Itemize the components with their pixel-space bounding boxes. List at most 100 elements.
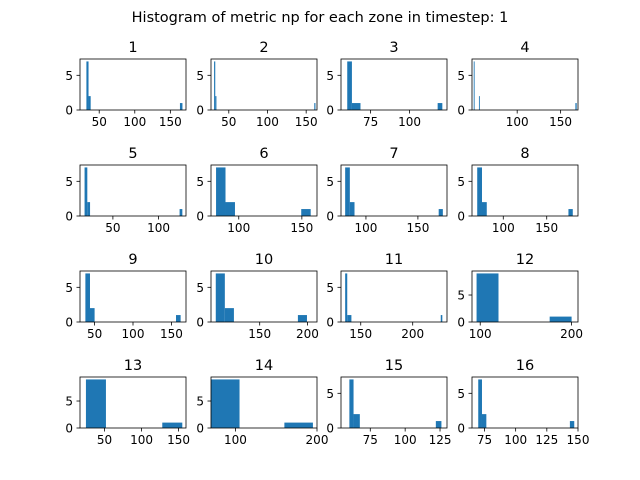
histogram-bar <box>347 315 352 322</box>
histogram-bar <box>478 379 482 428</box>
y-tick-label: 0 <box>326 422 334 436</box>
histogram-bar <box>162 422 183 428</box>
x-tick-label: 100 <box>504 433 527 447</box>
subplot-title: 8 <box>520 146 529 162</box>
histogram-bar <box>224 308 234 322</box>
x-tick-label: 100 <box>398 115 421 129</box>
axes-frame <box>471 58 579 111</box>
histogram-bar <box>347 61 352 110</box>
x-tick-label: 150 <box>167 433 190 447</box>
x-tick-label: 200 <box>296 327 319 341</box>
histogram-bar <box>211 379 240 428</box>
histogram-bar <box>477 167 482 216</box>
histogram-bar <box>349 379 354 428</box>
subplot-zone-8: 8 100 150 0 5 <box>457 146 579 235</box>
y-tick-label: 0 <box>196 104 204 118</box>
histogram-bar <box>214 61 216 110</box>
histogram-bar <box>84 167 88 216</box>
x-tick-label: 150 <box>349 327 372 341</box>
subplot-title: 16 <box>516 358 534 374</box>
axes-frame <box>471 376 579 429</box>
subplot-zone-13: 13 50 100 150 0 5 <box>65 358 190 447</box>
axes-frame <box>340 270 448 323</box>
subplot-title: 2 <box>259 40 268 56</box>
x-tick-label: 150 <box>549 115 572 129</box>
histogram-bar <box>351 103 361 110</box>
axes-frame <box>79 270 187 323</box>
x-tick-label: 50 <box>92 115 107 129</box>
histogram-bar <box>478 96 480 110</box>
x-tick-label: 75 <box>363 433 378 447</box>
y-tick-label: 0 <box>65 422 73 436</box>
histogram-bar <box>435 421 442 428</box>
y-tick-label: 0 <box>457 316 465 330</box>
axes-frame <box>79 164 187 217</box>
histogram-bar <box>85 273 90 322</box>
y-tick-label: 5 <box>196 281 204 295</box>
y-tick-label: 5 <box>326 175 334 189</box>
y-tick-label: 5 <box>196 175 204 189</box>
y-tick-label: 0 <box>196 210 204 224</box>
x-tick-label: 150 <box>535 221 558 235</box>
subplot-zone-6: 6 100 150 0 5 <box>196 146 318 235</box>
histogram-bar <box>345 273 348 322</box>
axes-frame <box>210 376 318 429</box>
subplot-title: 9 <box>128 252 137 268</box>
x-tick-label: 100 <box>506 115 529 129</box>
x-tick-label: 200 <box>560 327 583 341</box>
y-tick-label: 0 <box>65 210 73 224</box>
y-tick-label: 0 <box>326 104 334 118</box>
subplot-zone-16: 16 75 100 125 150 0 5 <box>457 358 589 447</box>
x-tick-label: 50 <box>221 115 236 129</box>
histogram-bar <box>216 167 226 216</box>
subplot-zone-11: 11 150 200 0 5 <box>326 252 448 341</box>
x-tick-label: 200 <box>306 433 329 447</box>
histogram-bar <box>549 316 572 322</box>
y-tick-label: 5 <box>457 69 465 83</box>
subplot-zone-7: 7 100 150 0 5 <box>326 146 448 235</box>
axes-frame <box>340 164 448 217</box>
y-tick-label: 5 <box>326 69 334 83</box>
y-tick-label: 5 <box>457 289 465 303</box>
y-tick-label: 5 <box>457 175 465 189</box>
histogram-bar <box>437 103 443 110</box>
histogram-bar <box>87 202 91 216</box>
subplot-zone-3: 3 75 100 0 5 <box>326 40 448 129</box>
x-tick-label: 100 <box>227 221 250 235</box>
histogram-bar <box>215 96 217 110</box>
subplot-title: 15 <box>385 358 403 374</box>
y-tick-label: 5 <box>196 395 204 409</box>
subplot-zone-9: 9 50 100 150 0 5 <box>65 252 187 341</box>
x-tick-label: 150 <box>295 115 318 129</box>
x-tick-label: 100 <box>123 115 146 129</box>
y-tick-label: 5 <box>65 175 73 189</box>
figure-title: Histogram of metric np for each zone in … <box>132 10 509 26</box>
y-tick-label: 0 <box>457 104 465 118</box>
axes-frame <box>340 58 448 111</box>
histogram-bar <box>225 202 235 216</box>
histogram-bar <box>179 103 183 110</box>
axes-frame <box>471 270 579 323</box>
axes-frame <box>79 58 187 111</box>
histogram-bar <box>179 209 183 216</box>
subplot-title: 7 <box>389 146 398 162</box>
subplot-title: 6 <box>259 146 268 162</box>
y-tick-label: 5 <box>326 281 334 295</box>
histogram-bar <box>88 96 91 110</box>
y-tick-label: 0 <box>457 422 465 436</box>
y-tick-label: 5 <box>326 387 334 401</box>
subplot-zone-15: 15 75 100 125 0 5 <box>326 358 451 447</box>
subplot-title: 13 <box>124 358 142 374</box>
x-tick-label: 100 <box>122 327 145 341</box>
x-tick-label: 125 <box>429 433 452 447</box>
x-tick-label: 150 <box>160 327 183 341</box>
x-tick-label: 125 <box>535 433 558 447</box>
histogram-bar <box>481 414 487 428</box>
x-tick-label: 100 <box>147 221 170 235</box>
histogram-bar <box>473 61 475 110</box>
histogram-bar <box>440 315 443 322</box>
axes-frame <box>210 58 318 111</box>
